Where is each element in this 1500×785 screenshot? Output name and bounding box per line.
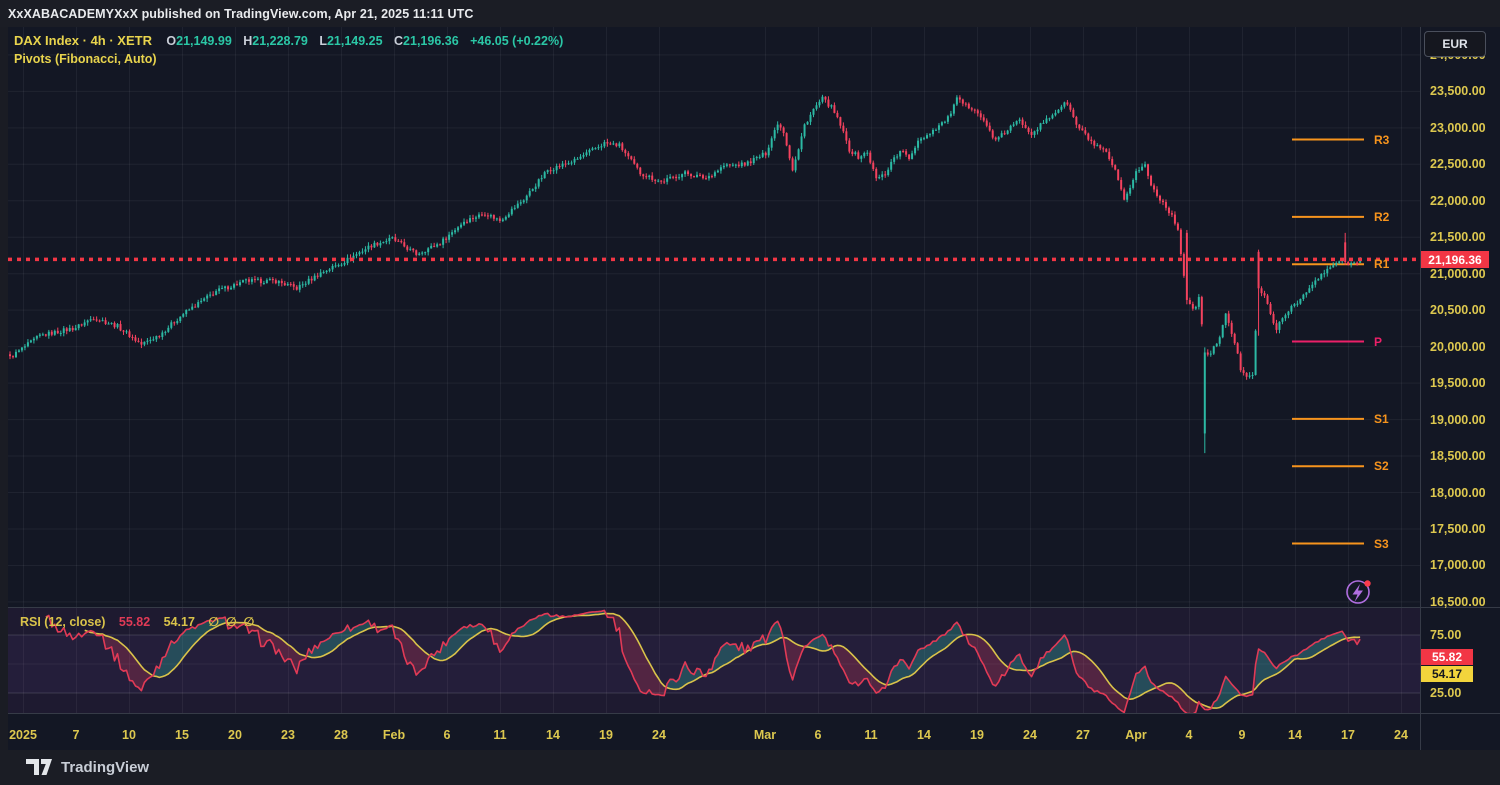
time-axis-label: 20	[228, 728, 242, 742]
pivot-label-p: P	[1374, 334, 1383, 349]
pivot-label-s2: S2	[1374, 459, 1389, 474]
rsi-ma-line	[84, 612, 1361, 709]
pivot-label-s3: S3	[1374, 536, 1389, 551]
price-axis-label: 19,500.00	[1430, 376, 1486, 391]
price-axis-label: 21,000.00	[1430, 266, 1486, 281]
tradingview-logo-icon[interactable]	[26, 759, 53, 776]
price-axis-label: 22,000.00	[1430, 193, 1486, 208]
indicator-legend-row: Pivots (Fibonacci, Auto)	[14, 50, 157, 68]
time-axis-label: Feb	[382, 728, 406, 742]
rsi-empty-slots: ∅ ∅ ∅	[208, 615, 255, 629]
time-axis-label: 9	[1238, 728, 1246, 742]
publish-header-bar: XxXABACADEMYXxX published on TradingView…	[0, 0, 1500, 27]
time-axis-label: 19	[970, 728, 984, 742]
last-price-tag: 21,196.36	[1421, 251, 1489, 268]
pivot-lines	[1292, 138, 1364, 545]
rsi-title[interactable]: RSI (12, close)	[20, 615, 106, 629]
close-value: 21,196.36	[403, 34, 459, 48]
high-value: 21,228.79	[252, 34, 308, 48]
time-axis-label: 6	[443, 728, 451, 742]
time-axis-label: Apr	[1125, 728, 1147, 742]
low-value: 21,149.25	[326, 34, 383, 48]
price-axis-label: 23,500.00	[1430, 84, 1486, 99]
pivot-label-s1: S1	[1374, 411, 1389, 426]
rsi-axis-label: 75.00	[1430, 628, 1462, 642]
publish-header-text: XxXABACADEMYXxX published on TradingView…	[8, 6, 474, 21]
pane-separator-main-rsi[interactable]	[8, 607, 1500, 608]
symbol-legend-row: DAX Index · 4h · XETR O21,149.99 H21,228…	[14, 32, 563, 50]
time-axis-label: 28	[334, 728, 348, 742]
rsi-line	[45, 609, 1361, 713]
rsi-value-tag: 55.82	[1421, 649, 1473, 665]
pivot-label-r2: R2	[1374, 209, 1390, 224]
time-axis-label: Mar	[753, 728, 777, 742]
price-axis-label: 23,000.00	[1430, 120, 1486, 135]
symbol-title[interactable]: DAX Index · 4h · XETR	[14, 33, 152, 48]
price-axis-label: 17,000.00	[1430, 558, 1486, 573]
indicator-title[interactable]: Pivots (Fibonacci, Auto)	[14, 52, 157, 66]
price-axis-label: 21,500.00	[1430, 230, 1486, 245]
rsi-legend-row: RSI (12, close) 55.82 54.17 ∅ ∅ ∅	[20, 613, 254, 631]
candlesticks	[9, 94, 1362, 454]
price-axis-label: 19,000.00	[1430, 412, 1486, 427]
price-axis-label: 20,500.00	[1430, 303, 1486, 318]
price-axis-label: 16,500.00	[1430, 594, 1486, 609]
price-axis-label: 18,000.00	[1430, 485, 1486, 500]
tradingview-brand-text[interactable]: TradingView	[61, 759, 150, 776]
time-axis-label: 2025	[9, 728, 37, 742]
time-axis-label: 14	[917, 728, 931, 742]
time-axis-label: 27	[1076, 728, 1090, 742]
time-axis-label: 11	[493, 728, 507, 742]
time-axis-label: 15	[175, 728, 189, 742]
rsi-axis-label: 25.00	[1430, 686, 1462, 700]
currency-toggle-button[interactable]: EUR	[1424, 31, 1486, 57]
time-axis-label: 24	[1394, 728, 1408, 742]
rsi-value: 55.82	[118, 615, 151, 629]
time-axis-label: 24	[652, 728, 666, 742]
price-axis-label: 20,000.00	[1430, 339, 1486, 354]
price-axis-border[interactable]	[1420, 27, 1421, 750]
time-axis-label: 19	[599, 728, 613, 742]
time-axis-label: 17	[1341, 728, 1355, 742]
low-label: L	[319, 34, 327, 48]
rsi-ma-value: 54.17	[163, 615, 195, 629]
grid-lines	[8, 27, 1420, 713]
change-value: +46.05 (+0.22%)	[470, 34, 564, 48]
time-axis-label: 24	[1023, 728, 1037, 742]
price-axis-label: 18,500.00	[1430, 449, 1486, 464]
time-axis-label: 23	[281, 728, 295, 742]
time-axis-label: 10	[122, 728, 136, 742]
time-axis-label: 11	[864, 728, 878, 742]
time-axis-label: 6	[814, 728, 822, 742]
high-label: H	[243, 34, 253, 48]
open-label: O	[166, 34, 177, 48]
price-axis-label: 22,500.00	[1430, 157, 1486, 172]
time-axis-label: 7	[72, 728, 80, 742]
time-axis-label: 4	[1185, 728, 1193, 742]
pivot-label-r3: R3	[1374, 132, 1390, 147]
close-label: C	[394, 34, 404, 48]
footer-bar: TradingView	[0, 750, 1500, 785]
time-axis-label: 14	[1288, 728, 1302, 742]
lightning-icon[interactable]	[1346, 580, 1371, 604]
time-axis-label: 14	[546, 728, 560, 742]
open-value: 21,149.99	[176, 34, 232, 48]
pivot-label-r1: R1	[1374, 257, 1390, 272]
rsi-ma-tag: 54.17	[1421, 666, 1473, 682]
rsi-plot	[45, 609, 1361, 713]
pane-separator-rsi-time[interactable]	[8, 713, 1500, 714]
price-axis-label: 17,500.00	[1430, 521, 1486, 536]
